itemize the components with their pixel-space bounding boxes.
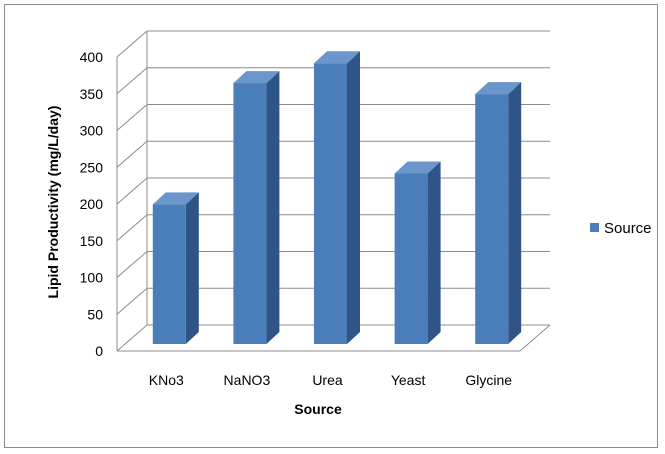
bar-side xyxy=(427,161,441,344)
bar-front xyxy=(233,83,267,344)
bar-side xyxy=(508,82,522,344)
y-axis-ticks: 0 50 100 150 200 250 300 350 400 xyxy=(80,49,104,359)
legend-swatch xyxy=(590,223,599,232)
bar-kno3 xyxy=(152,192,199,344)
y-axis-title: Lipid Productivity (mg/L/day) xyxy=(45,106,61,299)
gridline-diagonal xyxy=(116,177,148,205)
bar-front xyxy=(152,204,186,344)
x-tick-label: Yeast xyxy=(391,372,426,388)
x-tick-label: Urea xyxy=(312,372,343,388)
y-tick-label: 0 xyxy=(95,343,103,359)
gridline-diagonal xyxy=(116,324,148,352)
gridline-diagonal xyxy=(116,104,148,131)
bar-side xyxy=(266,71,280,344)
gridline-diagonal xyxy=(116,287,148,315)
bar-yeast xyxy=(394,161,441,344)
bar-top xyxy=(152,192,199,205)
gridline-diagonal xyxy=(116,67,148,95)
y-tick-label: 350 xyxy=(80,86,104,102)
gridline-diagonal xyxy=(116,251,148,278)
legend-label: Source xyxy=(604,220,652,237)
legend: Source xyxy=(590,220,652,237)
x-axis-ticks: KNo3 NaNO3 Urea Yeast Glycine xyxy=(149,372,512,388)
gridline-diagonal xyxy=(116,30,148,58)
bar-top xyxy=(475,82,522,95)
bar-top xyxy=(314,51,360,64)
y-tick-label: 250 xyxy=(80,159,104,175)
y-tick-label: 300 xyxy=(80,123,104,139)
gridline-diagonal xyxy=(116,140,148,168)
x-tick-label: Glycine xyxy=(465,372,512,388)
y-tick-label: 50 xyxy=(87,306,103,322)
y-tick-label: 200 xyxy=(80,196,104,212)
bars xyxy=(152,51,522,344)
y-tick-label: 100 xyxy=(80,270,104,286)
bar-front xyxy=(475,94,509,344)
bar-glycine xyxy=(475,82,522,344)
bar-front xyxy=(394,173,428,344)
bar-side xyxy=(185,192,199,344)
bar-front xyxy=(314,63,347,344)
bar-nano3 xyxy=(233,71,280,344)
bar-top xyxy=(394,161,441,174)
bar-top xyxy=(233,71,280,84)
x-axis-title: Source xyxy=(294,401,342,417)
y-tick-label: 150 xyxy=(80,233,104,249)
x-tick-label: NaNO3 xyxy=(224,372,271,388)
y-tick-label: 400 xyxy=(80,49,104,65)
bar-side xyxy=(347,51,360,344)
gridline-diagonal xyxy=(116,214,148,242)
bar-urea xyxy=(314,51,360,344)
floor-right-edge xyxy=(519,324,551,352)
x-tick-label: KNo3 xyxy=(149,372,184,388)
